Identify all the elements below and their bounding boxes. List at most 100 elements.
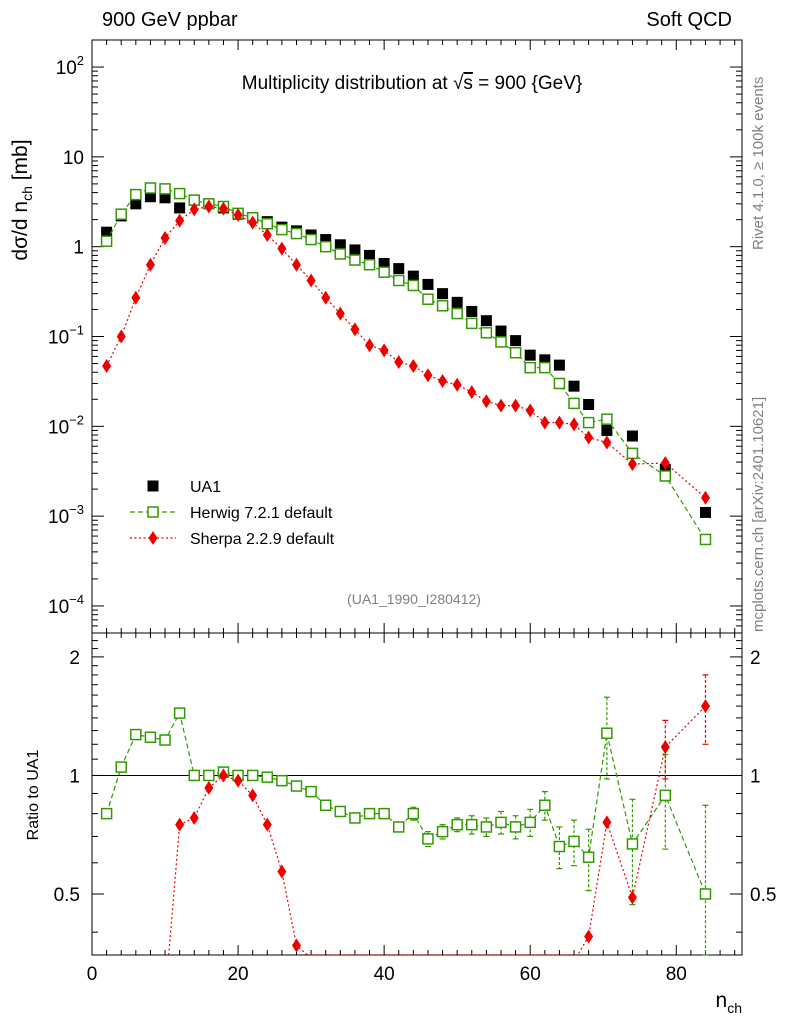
- data-point: [407, 270, 419, 282]
- data-point: [131, 290, 141, 305]
- data-point: [262, 227, 272, 242]
- data-point: [392, 274, 405, 287]
- ratio-point: [584, 929, 594, 944]
- data-point: [116, 329, 126, 344]
- ratio-point: [601, 727, 613, 739]
- ratio-point: [204, 780, 214, 795]
- data-point: [321, 290, 331, 305]
- data-point: [509, 346, 522, 359]
- y-tick-label: 10: [63, 148, 84, 169]
- legend-label: Herwig 7.2.1 default: [190, 505, 333, 522]
- x-tick-label: 80: [666, 964, 687, 985]
- ratio-point: [509, 821, 522, 833]
- data-point: [602, 435, 612, 450]
- ratio-point: [203, 769, 215, 782]
- data-point: [569, 417, 579, 432]
- title-s: s: [463, 73, 473, 94]
- data-point: [699, 533, 712, 546]
- data-point: [480, 327, 493, 339]
- ratio-y-tick-label-right: 0.5: [750, 885, 776, 906]
- data-point: [189, 202, 199, 217]
- ratio-point: [495, 816, 507, 829]
- x-tick-label: 20: [227, 964, 248, 985]
- ratio-point: [568, 835, 580, 848]
- y-tick-exp: −4: [69, 592, 84, 607]
- y-axis-label-main: dσ/d nch [mb]: [9, 139, 35, 260]
- data-point: [553, 359, 565, 371]
- legend-label: Sherpa 2.2.9 default: [190, 531, 335, 548]
- data-point: [422, 293, 434, 305]
- main-plot-series: [100, 182, 712, 546]
- ratio-point: [392, 821, 405, 833]
- y-tick-base: 10: [56, 58, 77, 79]
- legend: UA1 Herwig 7.2.1 default Sherpa 2.2.9 defa…: [130, 479, 335, 548]
- data-point: [277, 241, 287, 256]
- data-point: [539, 354, 551, 366]
- legend-marker: [147, 506, 159, 518]
- y-tick-label: 10−1: [48, 323, 84, 349]
- ratio-line: [106, 711, 707, 895]
- ratio-point: [291, 938, 301, 953]
- ratio-point: [524, 816, 536, 829]
- data-point: [582, 416, 595, 429]
- ratio-series-0: [100, 696, 712, 956]
- ratio-point: [466, 818, 478, 831]
- ratio-y-tick-label-left: 2: [69, 648, 80, 669]
- data-point: [466, 305, 478, 317]
- ratio-point: [378, 807, 390, 820]
- ratio-plot-axes: 0 20 40 60 80 2 2 1 1 0.5 0.5: [54, 632, 776, 985]
- ratio-point: [627, 890, 637, 905]
- data-point: [553, 377, 566, 390]
- data-point: [627, 457, 637, 472]
- data-point: [365, 338, 375, 353]
- ratio-point: [188, 769, 200, 782]
- ratio-y-tick-label-right: 1: [750, 766, 761, 787]
- data-point: [305, 233, 317, 246]
- data-point: [160, 230, 170, 245]
- data-point: [100, 235, 113, 247]
- ratio-y-tick-label-left: 1: [69, 766, 80, 787]
- y-tick-label: 10−4: [48, 592, 84, 618]
- legend-marker: [147, 480, 159, 492]
- y-tick-exp: −3: [69, 502, 84, 517]
- data-point: [525, 403, 535, 418]
- data-point: [438, 373, 448, 388]
- data-point: [583, 398, 595, 410]
- data-point: [130, 188, 142, 201]
- ratio-point: [626, 838, 639, 850]
- data-point: [233, 208, 243, 223]
- data-point: [159, 192, 171, 204]
- data-point: [276, 223, 288, 236]
- data-point: [451, 307, 463, 320]
- y-label-main-b: [mb]: [9, 139, 32, 186]
- ratio-point: [218, 768, 228, 783]
- data-point: [349, 254, 361, 266]
- ratio-point: [334, 805, 347, 818]
- data-point: [524, 361, 536, 374]
- x-label-main: n: [716, 989, 728, 1012]
- data-point: [394, 355, 404, 370]
- ratio-point: [480, 821, 493, 833]
- data-point: [319, 240, 332, 253]
- data-point: [480, 315, 492, 327]
- side-note-bottom: mcplots.cern.ch [arXiv:2401.10621]: [750, 397, 767, 632]
- legend-marker: [148, 531, 158, 545]
- series-2: [102, 199, 710, 505]
- data-point: [554, 415, 564, 430]
- title-sqrt: √: [453, 73, 464, 94]
- ratio-point: [233, 773, 243, 788]
- ratio-point: [602, 815, 612, 830]
- data-point: [145, 257, 155, 272]
- y-tick-base: 10: [48, 328, 69, 349]
- data-point: [423, 368, 433, 383]
- ratio-point: [290, 780, 303, 792]
- y-label-main-a: dσ/d n: [9, 201, 32, 261]
- data-point: [144, 191, 156, 203]
- data-point: [378, 266, 390, 278]
- ratio-point: [451, 818, 463, 831]
- data-point: [334, 248, 347, 260]
- data-point: [407, 279, 420, 292]
- data-point: [451, 296, 463, 308]
- ratio-point: [349, 812, 361, 824]
